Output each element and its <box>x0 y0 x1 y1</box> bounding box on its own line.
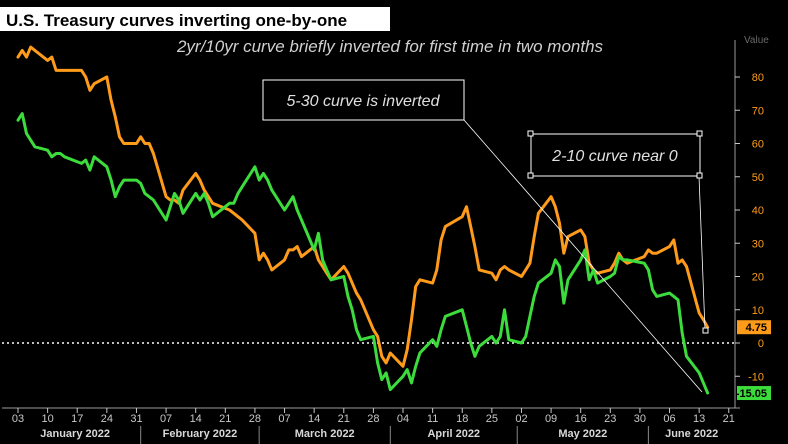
x-tick-label: 04 <box>397 413 409 425</box>
y-tick-label: 0 <box>758 338 764 350</box>
month-label: March 2022 <box>295 428 355 440</box>
x-tick-label: 25 <box>486 413 498 425</box>
annotation-handle <box>527 130 534 137</box>
x-tick-label: 16 <box>575 413 587 425</box>
annotation-2-10-box <box>530 133 701 177</box>
annotation-2-10-text: 2-10 curve near 0 <box>551 148 678 165</box>
x-tick-label: 03 <box>12 413 24 425</box>
x-tick-label: 21 <box>723 413 735 425</box>
x-tick-label: 17 <box>71 413 83 425</box>
y-tick-label: 30 <box>752 238 764 250</box>
y-axis-label: Value <box>744 35 769 46</box>
annotation-5-30-text: 5-30 curve is inverted <box>287 93 441 110</box>
y-tick-label: 10 <box>752 305 764 317</box>
x-tick-label: 30 <box>634 413 646 425</box>
x-tick-label: 24 <box>101 413 113 425</box>
chart-title: U.S. Treasury curves inverting one-by-on… <box>6 11 347 30</box>
x-tick-label: 07 <box>160 413 172 425</box>
y-tick-label: 70 <box>752 105 764 117</box>
annotation-5-30-box <box>262 79 465 121</box>
x-tick-label: 11 <box>427 413 438 425</box>
x-tick-label: 07 <box>278 413 290 425</box>
y-tick-label: -10 <box>748 371 764 383</box>
last-value-badge-green <box>737 386 771 401</box>
y-tick-label: 60 <box>752 139 764 151</box>
series-line-green <box>16 112 710 395</box>
month-label: June 2022 <box>665 428 718 440</box>
y-tick-label: 50 <box>752 172 764 184</box>
x-tick-label: 18 <box>456 413 468 425</box>
y-tick-label: 20 <box>752 272 764 284</box>
annotation-5-30: 5-30 curve is inverted <box>262 79 703 393</box>
month-label: April 2022 <box>427 428 480 440</box>
last-value-text-orange: 4.75 <box>746 322 767 334</box>
month-label: February 2022 <box>163 428 238 440</box>
x-tick-label: 09 <box>545 413 557 425</box>
last-value-labels: 4.75 -15.05 <box>736 320 771 401</box>
x-tick-label: 21 <box>338 413 350 425</box>
annotation-5-30-leader <box>463 119 703 393</box>
title-bar <box>0 7 390 31</box>
chart-subtitle: 2yr/10yr curve briefly inverted for firs… <box>176 37 604 56</box>
month-labels: January 2022 February 2022 March 2022 April… <box>40 426 718 444</box>
x-tick-label: 10 <box>41 413 53 425</box>
x-tick-label: 14 <box>190 413 202 425</box>
x-tick-label: 06 <box>663 413 675 425</box>
y-tick-label: 80 <box>752 72 764 84</box>
x-tick-label: 13 <box>693 413 705 425</box>
x-tick-label: 02 <box>515 413 527 425</box>
x-tick-label: 23 <box>604 413 616 425</box>
annotation-handle <box>696 172 703 179</box>
annotation-handle <box>527 172 534 179</box>
x-axis-ticks: 03 10 17 24 31 07 14 21 28 07 14 21 28 04 11 18 25 02 09 16… <box>12 408 735 425</box>
y-tick-label: 40 <box>752 205 764 217</box>
month-label: January 2022 <box>40 428 110 440</box>
x-tick-label: 31 <box>130 413 142 425</box>
annotation-2-10: 2-10 curve near 0 <box>527 130 709 334</box>
annotation-2-10-leader <box>698 175 706 331</box>
x-tick-label: 21 <box>219 413 231 425</box>
y-axis-ticks: 80 70 60 50 40 30 20 10 0 -10 <box>735 72 764 383</box>
month-label: May 2022 <box>558 428 607 440</box>
x-tick-label: 28 <box>249 413 261 425</box>
last-value-text-green: -15.05 <box>736 388 767 400</box>
annotation-handle <box>702 327 709 334</box>
x-tick-label: 28 <box>367 413 379 425</box>
x-tick-label: 14 <box>308 413 320 425</box>
last-value-badge-orange <box>737 320 771 335</box>
annotation-handle <box>696 130 703 137</box>
